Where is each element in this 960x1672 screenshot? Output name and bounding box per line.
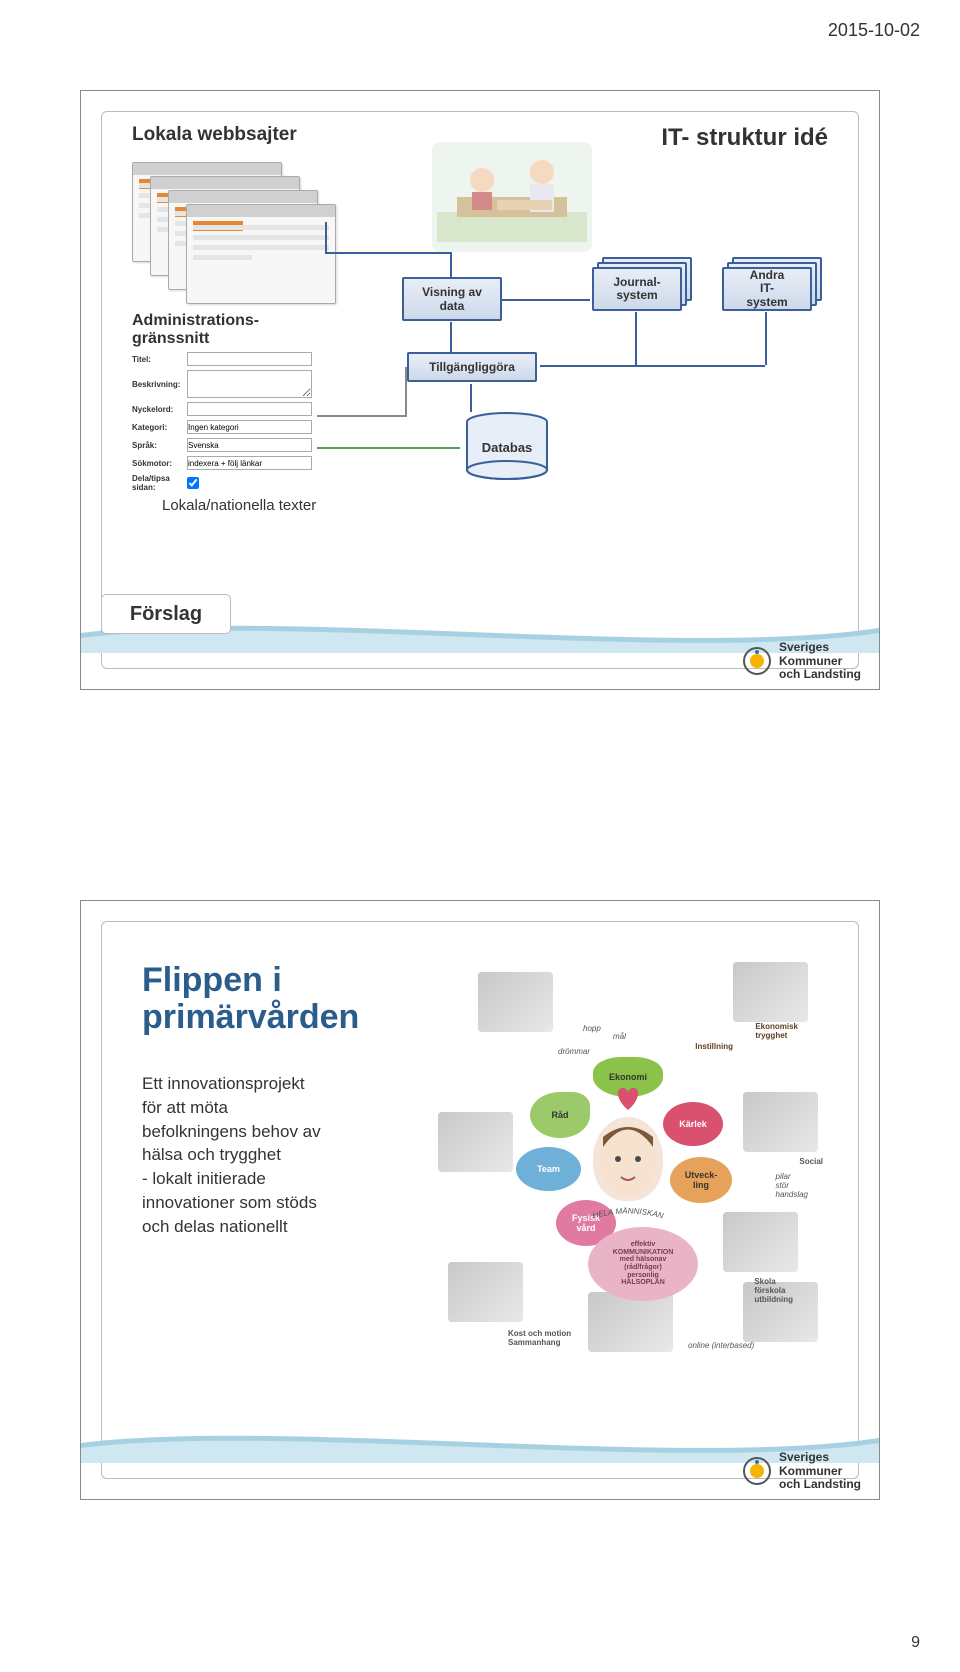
slide1-title-right: IT- struktur idé (661, 124, 828, 152)
photo-thumb (478, 972, 553, 1032)
skl-logo-icon (743, 1457, 771, 1485)
skl-logo: Sveriges Kommuner och Landsting (743, 1451, 861, 1491)
logo-line1: Sveriges (779, 641, 861, 654)
label-skola: Skola förskola utbildning (754, 1277, 793, 1304)
label-kost: Kost och motion Sammanhang (508, 1329, 571, 1347)
form-label-nyckel: Nyckelord: (132, 405, 187, 414)
photo-thumb (588, 1292, 673, 1352)
petal-karlek: Kärlek (663, 1102, 723, 1146)
skl-logo-text: Sveriges Kommuner och Landsting (779, 641, 861, 681)
db-label: Databas (482, 440, 533, 455)
form-label-kategori: Kategori: (132, 423, 187, 432)
petal-kommunikation: effektiv KOMMUNIKATION med hälsonav (råd… (588, 1227, 698, 1301)
slide-2: Flippen i primärvården Ett innovationspr… (80, 900, 880, 1500)
logo-line2: Kommuner (779, 1465, 861, 1478)
connector (405, 367, 407, 417)
form-select-sokmotor[interactable] (187, 456, 312, 470)
box-tillg: Tillgängliggöra (407, 352, 537, 382)
label-pilar: pilar stör handslag (776, 1172, 808, 1199)
petal-team: Team (516, 1147, 581, 1191)
logo-line3: och Landsting (779, 668, 861, 681)
slide2-title: Flippen i primärvården (142, 962, 359, 1037)
form-input-titel[interactable] (187, 352, 312, 366)
connector (540, 365, 765, 367)
connector (450, 322, 452, 352)
form-select-sprak[interactable] (187, 438, 312, 452)
label-ekonomisk: Ekonomisk trygghet (755, 1022, 798, 1040)
label-drommar: drömmar (558, 1047, 590, 1056)
connector-green (317, 447, 460, 449)
box-andra: Andra IT- system (722, 267, 812, 311)
page-date: 2015-10-02 (828, 20, 920, 41)
connector (502, 299, 590, 301)
label-mal: mål (613, 1032, 626, 1041)
label-inst: Instillning (695, 1042, 733, 1051)
svg-text:HELA MÄNNISKAN: HELA MÄNNISKAN (591, 1207, 664, 1221)
heart-icon (613, 1085, 643, 1111)
admin-label: Administrations- gränssnitt (132, 312, 259, 348)
label-social: Social (799, 1157, 823, 1166)
form-input-nyckel[interactable] (187, 402, 312, 416)
connector (317, 415, 405, 417)
petal-rad: Råd (530, 1092, 590, 1138)
connector (450, 252, 452, 277)
form-checkbox-dela[interactable] (187, 476, 199, 490)
slide-1-inner: IT- struktur idé Lokala webbsajter Admin… (101, 111, 859, 669)
photo-thumb (733, 962, 808, 1022)
slide-1: IT- struktur idé Lokala webbsajter Admin… (80, 90, 880, 690)
center-face-illustration (593, 1117, 663, 1201)
form-label-beskr: Beskrivning: (132, 380, 187, 389)
slide-2-inner: Flippen i primärvården Ett innovationspr… (101, 921, 859, 1479)
skl-logo: Sveriges Kommuner och Landsting (743, 641, 861, 681)
slide2-infographic: Ekonomisk trygghet Social Skola förskola… (438, 962, 818, 1342)
page-number: 9 (911, 1634, 920, 1652)
skl-logo-text: Sveriges Kommuner och Landsting (779, 1451, 861, 1491)
admin-form: Titel: Beskrivning: Nyckelord: Kategori:… (132, 352, 312, 496)
logo-line2: Kommuner (779, 655, 861, 668)
connector (470, 384, 472, 412)
skl-logo-icon (743, 647, 771, 675)
label-online: online (interbased) (688, 1341, 754, 1350)
form-label-dela: Dela/tipsa sidan: (132, 474, 187, 492)
petal-utveckling: Utveck- ling (670, 1157, 732, 1203)
logo-line3: och Landsting (779, 1478, 861, 1491)
form-label-sokmotor: Sökmotor: (132, 459, 187, 468)
label-hopp: hopp (583, 1024, 601, 1033)
connector (325, 252, 452, 254)
form-label-sprak: Språk: (132, 441, 187, 450)
slide1-title-left: Lokala webbsajter (132, 124, 297, 146)
local-national-text: Lokala/nationella texter (162, 497, 316, 514)
form-select-kategori[interactable] (187, 420, 312, 434)
photo-thumb (723, 1212, 798, 1272)
box-journal: Journal- system (592, 267, 682, 311)
form-input-beskr[interactable] (187, 370, 312, 398)
hela-text: HELA MÄNNISKAN (591, 1207, 664, 1221)
photo-thumb (448, 1262, 523, 1322)
db-cylinder: Databas (462, 412, 552, 482)
slide2-body: Ett innovationsprojekt för att möta befo… (142, 1072, 482, 1239)
photo-thumb (438, 1112, 513, 1172)
connector (635, 312, 637, 365)
connector (325, 222, 327, 252)
center-label: HELA MÄNNISKAN (578, 1207, 678, 1229)
connector (765, 312, 767, 365)
website-thumbnails (132, 162, 332, 302)
clipart-doctor-patient (432, 142, 592, 252)
photo-thumb (743, 1092, 818, 1152)
logo-line1: Sveriges (779, 1451, 861, 1464)
forslag-tab: Förslag (101, 594, 231, 634)
form-label-titel: Titel: (132, 355, 187, 364)
box-visning: Visning av data (402, 277, 502, 321)
